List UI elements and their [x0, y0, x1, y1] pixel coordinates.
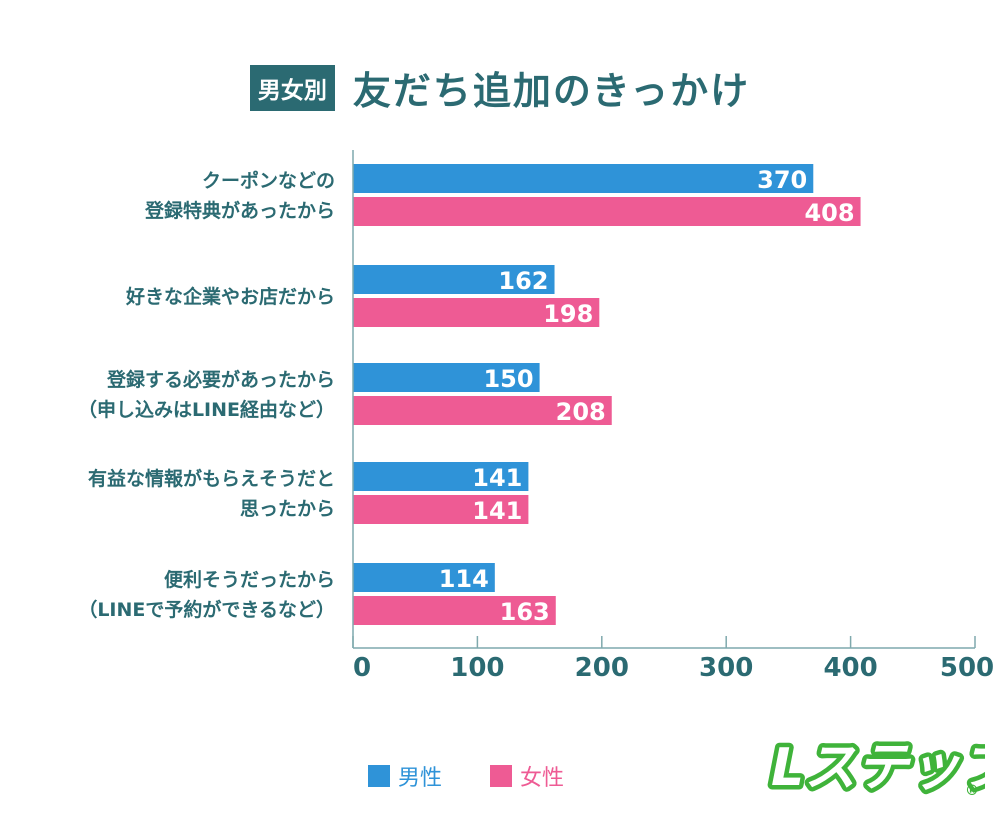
x-tick-label: 300: [699, 653, 753, 683]
bar-male: [353, 462, 529, 491]
category-label: 登録する必要があったから: [106, 368, 335, 391]
legend: 男性 女性: [368, 760, 564, 792]
legend-swatch-female: [490, 765, 513, 787]
gender-badge: 男女別: [249, 64, 335, 111]
x-tick-label: 400: [823, 653, 877, 683]
bar-male: [353, 265, 555, 294]
x-tick-label: 200: [575, 653, 629, 683]
x-tick-label: 0: [353, 653, 371, 683]
bar-female: [353, 495, 529, 524]
bar-female: [353, 197, 861, 226]
legend-item-male: 男性: [368, 760, 442, 792]
chart-title: 友だち追加のきっかけ: [352, 69, 751, 113]
registered-mark: ®: [965, 783, 979, 799]
x-tick-label: 100: [450, 653, 504, 683]
logo-text: Lステップ: [771, 738, 985, 798]
value-label: 162: [498, 267, 548, 295]
value-label: 150: [483, 365, 533, 393]
value-label: 370: [757, 166, 807, 194]
bar-female: [353, 396, 612, 425]
legend-label-male: 男性: [398, 766, 443, 791]
value-label: 198: [543, 300, 593, 328]
category-label: 登録特典があったから: [144, 199, 335, 222]
value-label: 141: [472, 497, 522, 525]
category-label: クーポンなどの: [202, 169, 335, 192]
bar-male: [353, 363, 540, 392]
value-label: 408: [804, 199, 854, 227]
bar-male: [353, 164, 814, 193]
legend-swatch-male: [368, 765, 390, 787]
category-label: （申し込みはLINE経由など）: [78, 398, 335, 421]
value-label: 208: [556, 398, 606, 426]
chart-header: 男女別 友だち追加のきっかけ: [0, 60, 1000, 115]
x-tick-label: 500: [940, 653, 994, 683]
value-label: 114: [439, 565, 489, 593]
value-label: 163: [500, 598, 550, 626]
legend-label-female: 女性: [520, 766, 565, 791]
bar-female: [353, 596, 556, 625]
value-label: 141: [472, 464, 522, 492]
category-label: 有益な情報がもらえそうだと: [88, 467, 335, 490]
lstep-logo: Lステップ ®: [767, 734, 986, 803]
category-label: 好きな企業やお店だから: [125, 285, 335, 308]
bar-female: [353, 298, 600, 327]
category-label: （LINEで予約ができるなど）: [78, 598, 335, 621]
category-label: 思ったから: [240, 498, 335, 520]
bar-male: [353, 563, 495, 592]
category-label: 便利そうだったから: [164, 569, 335, 591]
legend-item-female: 女性: [490, 760, 564, 792]
